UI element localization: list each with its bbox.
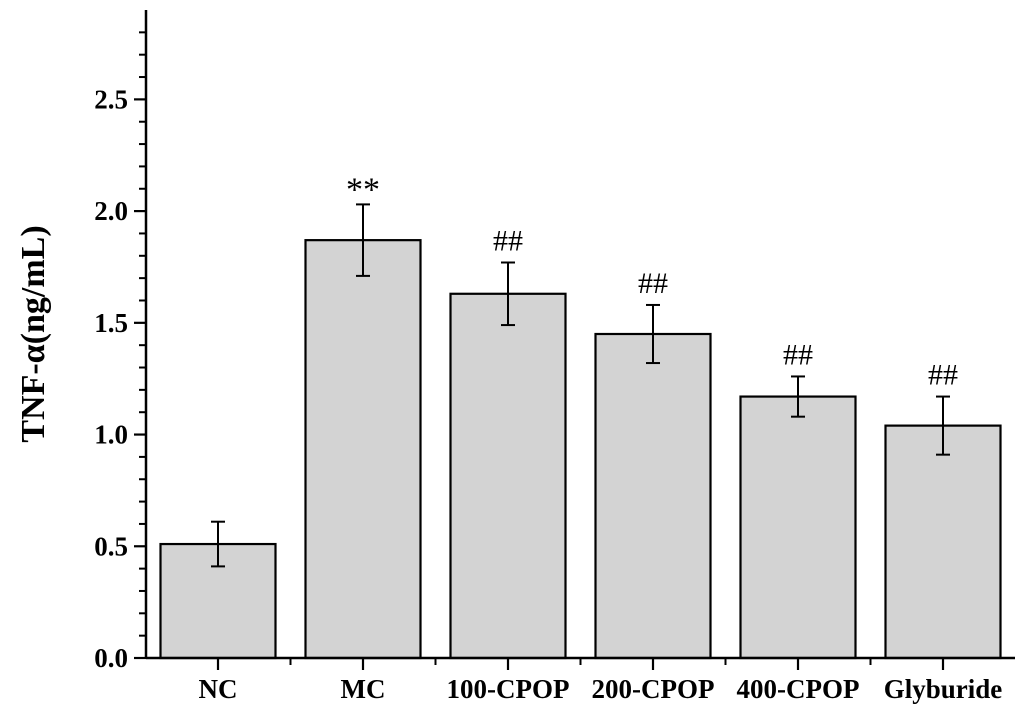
bar: [449, 292, 567, 660]
x-tick-label: 200-CPOP: [592, 674, 715, 704]
x-tick-label: Glyburide: [884, 674, 1003, 704]
y-tick-label: 0.0: [94, 643, 128, 673]
significance-label: ##: [493, 224, 523, 257]
x-tick-label: NC: [199, 674, 238, 704]
y-axis-label: TNF-α(ng/mL): [15, 225, 52, 442]
y-tick-label: 0.5: [94, 531, 128, 561]
significance-label: ##: [928, 359, 958, 392]
bars-layer: ** ## ## ## ##: [159, 171, 1002, 660]
bar: [739, 395, 857, 660]
y-tick-label: 1.0: [94, 420, 128, 450]
significance-label: ##: [638, 267, 668, 300]
y-tick-label: 1.5: [94, 308, 128, 338]
x-tick-label: MC: [341, 674, 386, 704]
bar: [884, 424, 1002, 660]
x-tick-label: 400-CPOP: [737, 674, 860, 704]
y-ticks: 0.0 0.5 1.0 1.5 2.0 2.5: [94, 31, 146, 673]
significance-label: ##: [783, 338, 813, 371]
y-tick-label: 2.5: [94, 84, 128, 114]
significance-label: **: [346, 171, 380, 208]
x-ticks: NC MC 100-CPOP 200-CPOP 400-CPOP Glyburide: [199, 658, 1003, 704]
bar: [594, 332, 712, 660]
x-tick-label: 100-CPOP: [447, 674, 570, 704]
y-tick-label: 2.0: [94, 196, 128, 226]
bar: [304, 239, 422, 660]
